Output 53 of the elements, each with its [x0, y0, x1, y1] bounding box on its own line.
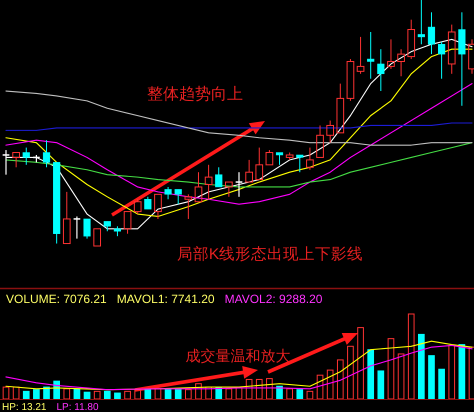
bar: [266, 378, 273, 400]
bar: [336, 359, 344, 400]
bar: [94, 390, 101, 400]
text: VOLUME: 7076.21: [6, 292, 108, 306]
bar: [43, 386, 50, 400]
bar: [195, 383, 202, 400]
bar: [468, 346, 474, 400]
bar: [33, 389, 40, 400]
bar: [316, 374, 324, 400]
text: MAVOL1: 7741.20: [116, 292, 215, 306]
bar: [84, 392, 90, 400]
bar: [205, 386, 212, 400]
annotation: 整体趋势向上: [147, 85, 243, 103]
bar: [174, 389, 182, 400]
bar: [448, 344, 456, 400]
bar: [408, 314, 415, 400]
bar: [63, 388, 70, 400]
bar: [124, 390, 131, 400]
bar: [226, 388, 232, 400]
bar: [236, 387, 242, 400]
bar: [22, 390, 30, 400]
bar: [357, 327, 364, 400]
bar: [398, 353, 404, 400]
bar: [367, 349, 374, 400]
bar: [246, 378, 252, 400]
bar: [134, 389, 142, 400]
text: LP: 11.80: [56, 402, 99, 412]
bar: [286, 388, 293, 400]
bar: [144, 389, 152, 400]
annotation: 局部K线形态出现上下影线: [176, 245, 364, 263]
text: HP: 13.21: [2, 402, 47, 412]
bar: [438, 368, 445, 400]
bar: [74, 388, 80, 400]
bar: [104, 390, 111, 400]
bar: [306, 390, 314, 400]
bar: [428, 355, 435, 400]
text: MAVOL2: 9288.20: [224, 292, 323, 306]
bar: [185, 389, 192, 400]
bar: [377, 370, 384, 400]
annotation: 成交量温和放大: [186, 348, 290, 365]
bar: [458, 344, 466, 400]
bar: [326, 370, 334, 400]
bar: [276, 386, 283, 400]
bar: [418, 334, 425, 400]
bar: [114, 392, 121, 400]
bar: [2, 386, 10, 400]
bar: [347, 346, 354, 400]
bar: [154, 388, 162, 400]
bar: [164, 389, 172, 400]
bar: [12, 386, 20, 400]
bar: [388, 338, 394, 400]
bar: [296, 389, 304, 400]
bar: [256, 378, 263, 400]
